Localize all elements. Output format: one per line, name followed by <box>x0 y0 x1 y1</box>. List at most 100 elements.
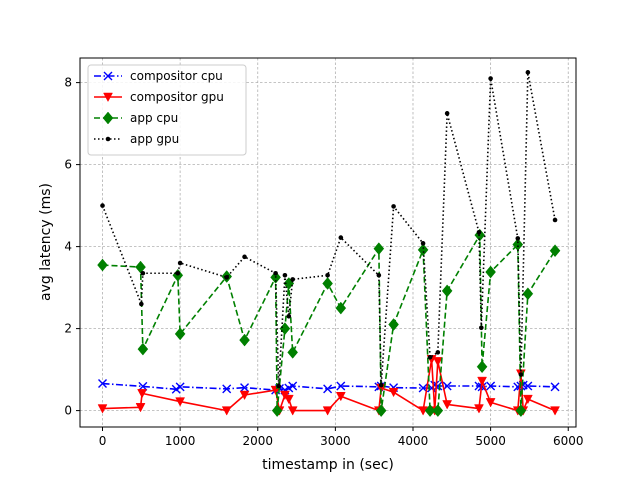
data-point-compositor-gpu <box>137 389 148 399</box>
data-point-app-gpu <box>488 76 493 81</box>
x-tick-label: 6000 <box>553 434 584 448</box>
data-point-app-gpu <box>276 383 282 389</box>
data-point-app-cpu <box>373 242 385 256</box>
y-tick-label: 6 <box>64 158 72 172</box>
data-point-app-gpu <box>177 260 183 266</box>
data-point-compositor-gpu <box>474 404 484 414</box>
data-point-app-cpu <box>135 260 146 274</box>
data-point-app-gpu <box>286 314 292 319</box>
series-layer <box>97 70 561 417</box>
data-point-app-gpu <box>325 273 330 278</box>
data-point-app-gpu <box>140 270 146 276</box>
data-point-app-cpu <box>287 345 299 359</box>
data-point-compositor-cpu <box>138 381 148 391</box>
data-point-app-gpu <box>376 273 382 278</box>
legend-marker <box>103 92 113 103</box>
legend-item-app-gpu: app gpu <box>94 132 179 146</box>
data-point-compositor-gpu <box>550 406 560 416</box>
series-app-gpu <box>100 70 558 389</box>
x-tick-label: 1000 <box>165 434 196 448</box>
data-point-compositor-cpu <box>430 380 440 390</box>
data-point-app-cpu <box>375 404 387 417</box>
x-tick-label: 4000 <box>398 434 429 448</box>
legend-label: compositor gpu <box>130 90 224 104</box>
data-point-compositor-gpu <box>485 398 496 408</box>
data-point-app-gpu <box>175 270 181 276</box>
legend-item-app-cpu: app cpu <box>94 111 178 125</box>
data-point-app-cpu <box>322 277 333 290</box>
y-tick-label: 0 <box>64 404 72 418</box>
y-tick-label: 8 <box>64 76 72 90</box>
data-point-app-cpu <box>424 404 436 417</box>
data-point-compositor-cpu <box>288 381 298 391</box>
data-point-compositor-gpu <box>388 387 399 398</box>
data-point-app-gpu <box>290 277 295 282</box>
data-point-app-gpu <box>100 203 105 208</box>
data-point-app-gpu <box>525 70 531 75</box>
data-point-app-cpu <box>174 327 186 341</box>
x-tick-label: 3000 <box>320 434 351 448</box>
ticks: 0 1000 2000 3000 4000 5000 6000 0 2 4 6 8 <box>64 76 583 448</box>
data-point-compositor-gpu <box>477 376 487 387</box>
data-point-app-cpu <box>485 265 496 279</box>
data-point-app-gpu <box>552 217 558 223</box>
legend-marker <box>105 136 111 142</box>
series-app-cpu <box>97 228 561 417</box>
data-point-compositor-cpu <box>171 384 181 394</box>
data-point-compositor-cpu <box>98 379 108 389</box>
data-point-app-gpu <box>139 301 144 307</box>
legend-box <box>87 64 247 156</box>
data-point-app-gpu <box>435 350 441 355</box>
legend-label: compositor cpu <box>130 69 223 83</box>
data-point-app-gpu <box>476 229 482 235</box>
data-point-compositor-gpu <box>97 404 108 414</box>
data-point-compositor-cpu <box>175 382 185 392</box>
data-point-compositor-gpu <box>175 397 186 407</box>
data-point-app-gpu <box>242 254 247 260</box>
data-point-app-cpu <box>476 360 488 374</box>
data-point-compositor-gpu <box>239 390 250 401</box>
data-point-compositor-cpu <box>323 384 333 394</box>
legend-item-compositor-gpu: compositor gpu <box>94 90 224 104</box>
data-point-app-gpu <box>518 372 524 377</box>
data-point-app-cpu <box>137 342 149 356</box>
data-point-app-gpu <box>378 382 384 388</box>
legend-marker <box>103 71 113 81</box>
data-point-app-cpu <box>335 301 347 315</box>
data-point-app-gpu <box>224 275 230 280</box>
data-point-app-cpu <box>515 404 527 417</box>
data-point-compositor-gpu <box>335 392 346 402</box>
x-tick-label: 2000 <box>242 434 273 448</box>
legend: compositor cpu compositor gpu app cpu app g… <box>87 64 247 156</box>
data-point-app-gpu <box>338 235 344 240</box>
legend-label: app gpu <box>130 132 179 146</box>
y-tick-label: 4 <box>64 240 72 254</box>
data-point-app-cpu <box>97 258 108 272</box>
data-point-app-cpu <box>441 284 453 298</box>
legend-marker <box>102 111 114 125</box>
data-point-app-gpu <box>479 325 484 331</box>
data-point-compositor-gpu <box>270 385 281 396</box>
data-point-compositor-cpu <box>336 381 346 391</box>
data-point-compositor-cpu <box>240 383 250 393</box>
x-axis-title: timestamp in (sec) <box>262 457 394 473</box>
data-point-compositor-gpu <box>522 394 533 405</box>
data-point-app-cpu <box>549 244 561 258</box>
data-point-compositor-gpu <box>135 403 146 413</box>
data-point-app-gpu <box>391 204 396 209</box>
data-point-compositor-gpu <box>432 357 443 367</box>
series-line-app-gpu <box>101 71 556 387</box>
data-point-app-gpu <box>444 111 450 116</box>
data-point-compositor-cpu <box>523 381 533 391</box>
legend-label: app cpu <box>130 111 178 125</box>
data-point-app-cpu <box>239 333 250 347</box>
data-point-app-cpu <box>432 404 444 417</box>
data-point-compositor-gpu <box>221 406 232 416</box>
series-line-app-cpu <box>102 234 556 412</box>
series-line-compositor-cpu <box>102 382 556 391</box>
data-point-compositor-cpu <box>222 384 232 394</box>
data-point-app-gpu <box>515 236 521 241</box>
y-tick-label: 2 <box>64 322 72 336</box>
